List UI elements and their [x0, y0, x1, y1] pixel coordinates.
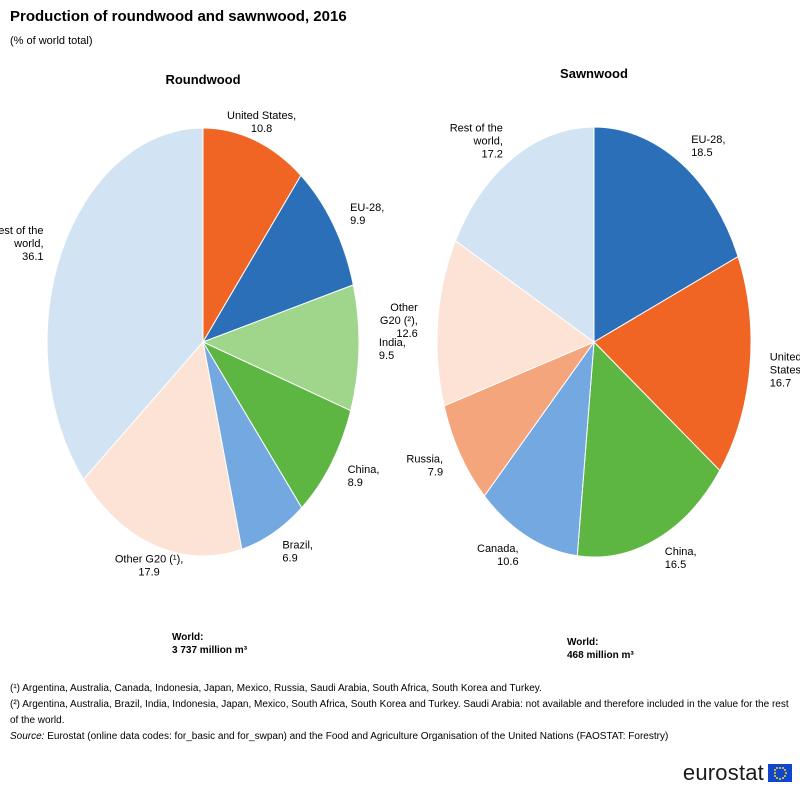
roundwood-slice-2	[201, 284, 360, 412]
sawnwood-world-total: World: 468 million m³	[567, 636, 634, 662]
sawnwood-label-6: Rest of the world, 17.2	[450, 123, 503, 161]
roundwood-slice-5	[82, 340, 243, 557]
logo-text: eurostat	[682, 760, 764, 785]
roundwood-slice-6	[46, 127, 204, 481]
flag-star-icon	[783, 774, 786, 777]
source-label: Source:	[10, 731, 45, 742]
roundwood-label-5: Other G20 (¹), 17.9	[115, 553, 183, 578]
footnotes: (¹) Argentina, Australia, Canada, Indone…	[10, 681, 790, 745]
roundwood-label-3: China, 8.9	[348, 464, 380, 489]
flag-star-icon	[781, 767, 784, 770]
roundwood-world-value: 3 737 million m³	[172, 645, 248, 656]
eurostat-logo: eurostat	[683, 760, 792, 786]
flag-star-icon	[774, 769, 777, 772]
sawnwood-slice-1	[593, 255, 752, 472]
roundwood-slice-3	[201, 340, 352, 509]
eu-flag-icon	[768, 764, 792, 782]
sawnwood-slice-5	[436, 240, 596, 407]
flag-star-icon	[783, 769, 786, 772]
roundwood-label-0: United States, 10.8	[227, 110, 296, 135]
sawnwood-label-4: Russia, 7.9	[406, 453, 443, 478]
roundwood-slice-0	[202, 127, 302, 344]
roundwood-label-1: EU-28, 9.9	[350, 202, 384, 227]
flag-star-icon	[779, 777, 781, 780]
flag-star-icon	[781, 776, 784, 779]
sawnwood-label-2: China, 16.5	[665, 546, 697, 571]
roundwood-world-total: World: 3 737 million m³	[172, 631, 247, 657]
sawnwood-label-3: Canada, 10.6	[477, 543, 519, 568]
roundwood-world-label: World:	[172, 632, 204, 643]
source-note: Source: Eurostat (online data codes: for…	[10, 729, 790, 745]
flag-star-icon	[784, 772, 787, 774]
roundwood-label-2: India, 9.5	[379, 337, 406, 362]
flag-star-icon	[779, 766, 781, 769]
flag-star-icon	[773, 772, 776, 774]
sawnwood-slice-4	[443, 340, 596, 497]
sawnwood-label-0: EU-28, 18.5	[691, 134, 725, 159]
sawnwood-slice-3	[483, 340, 595, 557]
footnote-2: (²) Argentina, Australia, Brazil, India,…	[10, 699, 789, 726]
flag-star-icon	[776, 767, 779, 770]
sawnwood-world-label: World:	[567, 637, 599, 648]
roundwood-chart-title: Roundwood	[165, 72, 240, 87]
footnote-1: (¹) Argentina, Australia, Canada, Indone…	[10, 683, 542, 694]
sawnwood-world-value: 468 million m³	[567, 650, 634, 661]
sawnwood-label-5: Other G20 (²), 12.6	[380, 302, 418, 340]
roundwood-slice-1	[201, 174, 354, 343]
sawnwood-slice-6	[454, 126, 595, 343]
flag-star-icon	[774, 774, 777, 777]
page-title: Production of roundwood and sawnwood, 20…	[10, 8, 347, 25]
flag-star-icon	[776, 776, 779, 779]
source-text: Eurostat (online data codes: for_basic a…	[44, 731, 669, 742]
sawnwood-slice-0	[593, 126, 739, 343]
sawnwood-slice-2	[576, 340, 721, 558]
page-subtitle: (% of world total)	[10, 35, 93, 47]
sawnwood-chart-title: Sawnwood	[560, 66, 628, 81]
roundwood-label-4: Brazil, 6.9	[282, 539, 313, 564]
